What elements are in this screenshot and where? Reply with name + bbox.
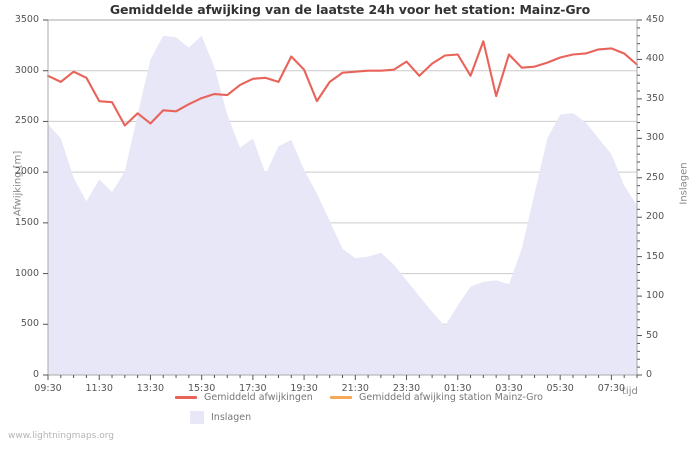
x-axis-tick-label: 23:30	[392, 383, 421, 394]
x-axis-tick-label: 07:30	[597, 383, 626, 394]
y-axis-right-tick-label: 450	[646, 14, 665, 25]
x-axis-tick-label: 05:30	[546, 383, 574, 394]
legend-swatch-strikes-area	[190, 411, 204, 424]
y-axis-left-tick-label: 3000	[14, 64, 39, 76]
y-axis-right-tick-label: 400	[646, 53, 665, 65]
legend-item-station: Gemiddeld afwijking station Mainz-Gro	[330, 392, 543, 403]
y-axis-right-tick-label: 250	[646, 171, 665, 183]
x-axis-tick-label: 17:30	[239, 383, 267, 394]
x-axis-tick-label: 09:30	[34, 383, 62, 394]
legend-label-strikes: Inslagen	[211, 412, 252, 423]
x-axis-tick-label: 19:30	[290, 383, 318, 394]
legend-swatch-station-line	[330, 396, 352, 399]
y-axis-right-tick-label: 50	[646, 329, 659, 341]
chart-title: Gemiddelde afwijking van de laatste 24h …	[109, 2, 591, 17]
y-axis-right-tick-label: 300	[646, 132, 665, 144]
y-axis-left-tick-label: 500	[20, 318, 39, 330]
x-axis-label: tijd	[622, 386, 638, 397]
y-axis-left-tick-label: 2000	[14, 166, 39, 178]
y-axis-right-tick-label: 200	[646, 211, 665, 223]
y-axis-right-tick-label: 100	[646, 290, 665, 302]
legend-label-station: Gemiddeld afwijking station Mainz-Gro	[359, 392, 543, 403]
y-axis-left-tick-label: 1000	[14, 267, 39, 279]
x-axis-tick-label: 11:30	[85, 383, 113, 394]
x-axis-tick-label: 03:30	[495, 383, 523, 394]
legend-swatch-deviation-line	[175, 396, 197, 399]
x-axis-tick-label: 21:30	[341, 383, 369, 394]
y-axis-left-tick-label: 0	[32, 369, 39, 380]
y-axis-right-tick-label: 150	[646, 250, 665, 262]
legend-item-strikes: Inslagen	[186, 411, 251, 424]
footer-watermark: www.lightningmaps.org	[8, 431, 114, 441]
y-axis-left-tick-label: 1500	[14, 216, 39, 228]
y-axis-right-tick-label: 350	[646, 92, 665, 104]
legend-label-deviation: Gemiddeld afwijkingen	[204, 392, 313, 403]
x-axis-tick-label: 13:30	[136, 383, 165, 394]
y-axis-right-tick-label: 0	[646, 369, 653, 380]
y-axis-left-tick-label: 2500	[14, 115, 39, 127]
x-axis-tick-label: 01:30	[444, 383, 472, 394]
y-axis-left-tick-label: 3500	[14, 14, 39, 25]
x-axis-tick-label: 15:30	[187, 383, 216, 394]
legend-item-deviation: Gemiddeld afwijkingen	[175, 392, 313, 403]
